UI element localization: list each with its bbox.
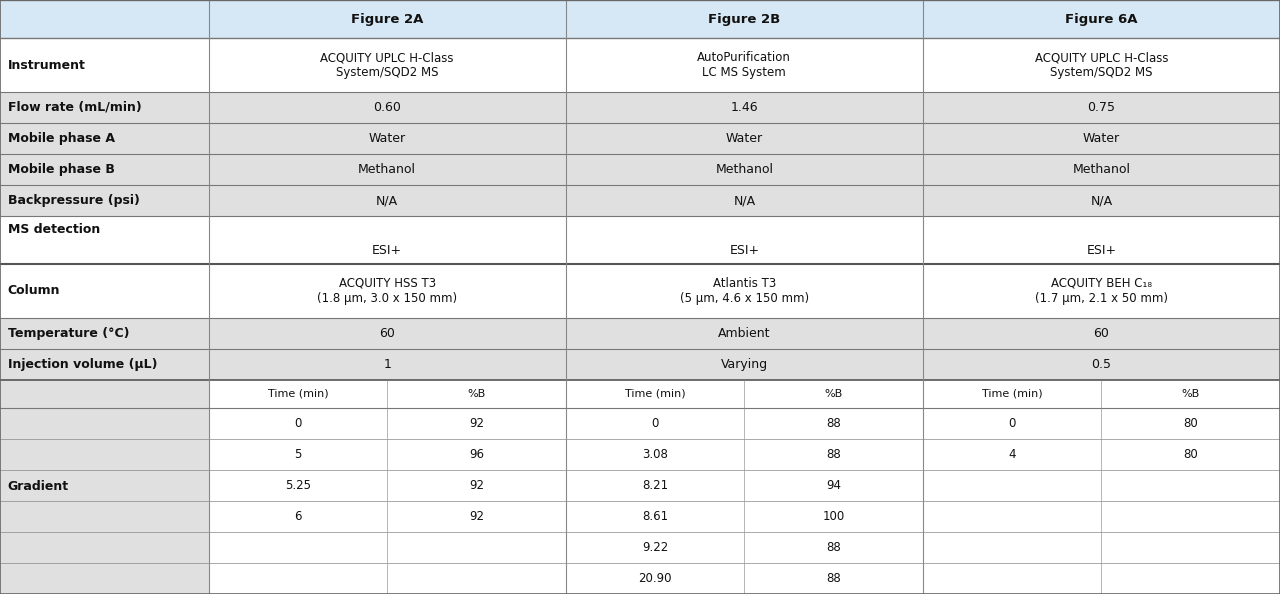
Text: Atlantis T3
(5 μm, 4.6 x 150 mm): Atlantis T3 (5 μm, 4.6 x 150 mm) [680, 277, 809, 305]
Bar [0, 39, 1280, 92]
Text: ESI+: ESI+ [1087, 244, 1116, 257]
Text: 8.61: 8.61 [643, 510, 668, 523]
Text: Time (min): Time (min) [625, 388, 685, 399]
Text: 1: 1 [383, 358, 392, 371]
Text: 3.08: 3.08 [643, 448, 668, 461]
Text: 88: 88 [826, 541, 841, 554]
Text: 0.60: 0.60 [374, 101, 401, 114]
Bar [0, 318, 1280, 349]
Text: 60: 60 [1093, 327, 1110, 340]
Text: Figure 2A: Figure 2A [351, 12, 424, 26]
Bar [0, 216, 1280, 264]
Text: Injection volume (μL): Injection volume (μL) [8, 358, 157, 371]
Text: N/A: N/A [1091, 194, 1112, 207]
Text: ESI+: ESI+ [730, 244, 759, 257]
Bar [0, 154, 1280, 185]
Text: N/A: N/A [733, 194, 755, 207]
Text: N/A: N/A [376, 194, 398, 207]
Text: 80: 80 [1183, 448, 1198, 461]
Text: Time (min): Time (min) [268, 388, 328, 399]
Bar [0, 123, 1280, 154]
Text: Column: Column [8, 285, 60, 297]
Text: Gradient: Gradient [8, 481, 69, 494]
Text: 0.5: 0.5 [1092, 358, 1111, 371]
Text: Figure 2B: Figure 2B [708, 12, 781, 26]
Text: 8.21: 8.21 [643, 479, 668, 492]
Text: Figure 6A: Figure 6A [1065, 12, 1138, 26]
Bar [0, 349, 1280, 380]
Text: 0: 0 [294, 417, 302, 430]
Text: 94: 94 [826, 479, 841, 492]
Text: %B: %B [1181, 388, 1199, 399]
Text: 0.75: 0.75 [1088, 101, 1115, 114]
Text: Water: Water [726, 132, 763, 145]
Text: 80: 80 [1183, 417, 1198, 430]
Bar [0, 92, 1280, 123]
Text: Methanol: Methanol [1073, 163, 1130, 176]
Text: ACQUITY HSS T3
(1.8 μm, 3.0 x 150 mm): ACQUITY HSS T3 (1.8 μm, 3.0 x 150 mm) [317, 277, 457, 305]
Text: AutoPurification
LC MS System: AutoPurification LC MS System [698, 51, 791, 79]
Text: Mobile phase A: Mobile phase A [8, 132, 115, 145]
Text: ACQUITY UPLC H-Class
System/SQD2 MS: ACQUITY UPLC H-Class System/SQD2 MS [320, 51, 454, 79]
Text: Backpressure (psi): Backpressure (psi) [8, 194, 140, 207]
Text: Methanol: Methanol [716, 163, 773, 176]
Bar [0, 264, 1280, 318]
Text: 9.22: 9.22 [641, 541, 668, 554]
Text: Varying: Varying [721, 358, 768, 371]
Text: 4: 4 [1009, 448, 1016, 461]
Text: 92: 92 [468, 479, 484, 492]
Text: MS detection: MS detection [8, 223, 100, 236]
Text: 5: 5 [294, 448, 302, 461]
Text: Mobile phase B: Mobile phase B [8, 163, 114, 176]
Text: 88: 88 [826, 572, 841, 585]
Text: Water: Water [1083, 132, 1120, 145]
Text: 0: 0 [1009, 417, 1016, 430]
Text: 96: 96 [468, 448, 484, 461]
Bar [209, 380, 1280, 594]
Bar [0, 0, 1280, 39]
Text: 92: 92 [468, 417, 484, 430]
Text: Time (min): Time (min) [982, 388, 1042, 399]
Text: 100: 100 [823, 510, 845, 523]
Text: 92: 92 [468, 510, 484, 523]
Text: 6: 6 [294, 510, 302, 523]
Text: 0: 0 [652, 417, 659, 430]
Text: 20.90: 20.90 [639, 572, 672, 585]
Text: Water: Water [369, 132, 406, 145]
Text: 5.25: 5.25 [285, 479, 311, 492]
Bar [0, 185, 1280, 216]
Text: Methanol: Methanol [358, 163, 416, 176]
Bar [0, 380, 209, 594]
Text: 88: 88 [826, 417, 841, 430]
Text: 1.46: 1.46 [731, 101, 758, 114]
Text: Flow rate (mL/min): Flow rate (mL/min) [8, 101, 141, 114]
Text: Temperature (°C): Temperature (°C) [8, 327, 129, 340]
Text: Ambient: Ambient [718, 327, 771, 340]
Text: ACQUITY BEH C₁₈
(1.7 μm, 2.1 x 50 mm): ACQUITY BEH C₁₈ (1.7 μm, 2.1 x 50 mm) [1036, 277, 1167, 305]
Text: %B: %B [824, 388, 842, 399]
Text: ESI+: ESI+ [372, 244, 402, 257]
Text: 60: 60 [379, 327, 396, 340]
Text: Instrument: Instrument [8, 59, 86, 72]
Text: ACQUITY UPLC H-Class
System/SQD2 MS: ACQUITY UPLC H-Class System/SQD2 MS [1034, 51, 1169, 79]
Text: 88: 88 [826, 448, 841, 461]
Text: %B: %B [467, 388, 485, 399]
